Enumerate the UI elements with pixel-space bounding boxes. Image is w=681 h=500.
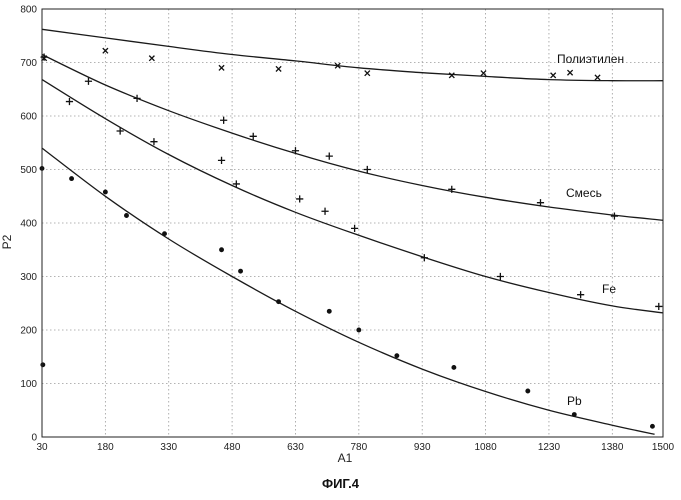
x-tick-label: 1380 xyxy=(601,442,624,453)
y-tick-label: 300 xyxy=(20,272,37,283)
data-point xyxy=(449,73,454,78)
series-labels-layer: Полиэтилен Смесь Fe Pb xyxy=(557,52,624,408)
data-point xyxy=(421,254,428,261)
data-point xyxy=(351,225,358,232)
data-point xyxy=(551,73,556,78)
data-point xyxy=(567,70,572,75)
data-point xyxy=(219,65,224,70)
data-point xyxy=(133,95,140,102)
data-point xyxy=(163,232,167,236)
y-tick-label: 400 xyxy=(20,219,37,230)
x-axis-label: A1 xyxy=(338,451,353,465)
x-tick-label: 780 xyxy=(350,442,367,453)
data-point xyxy=(277,300,281,304)
x-tick-label: 330 xyxy=(160,442,177,453)
data-point xyxy=(595,75,600,80)
y-tick-label: 100 xyxy=(20,379,37,390)
y-tick-label: 800 xyxy=(20,5,37,16)
x-tick-label: 1500 xyxy=(652,442,675,453)
x-tick-label: 930 xyxy=(414,442,431,453)
data-point xyxy=(125,214,129,218)
data-point xyxy=(220,248,224,252)
y-tick-label: 600 xyxy=(20,112,37,123)
x-tick-label: 630 xyxy=(287,442,304,453)
data-point xyxy=(651,425,655,429)
curves-layer xyxy=(42,29,663,434)
data-point xyxy=(150,138,157,145)
data-point xyxy=(276,66,281,71)
points-layer xyxy=(40,48,662,428)
y-tick-label: 500 xyxy=(20,165,37,176)
y-tick-label: 0 xyxy=(31,433,37,444)
data-point xyxy=(220,117,227,124)
data-point xyxy=(70,177,74,181)
y-tick-label: 700 xyxy=(20,58,37,69)
y-axis-label: P2 xyxy=(0,234,14,249)
series-label-fe: Fe xyxy=(602,282,616,296)
data-point xyxy=(526,389,530,393)
data-point xyxy=(497,273,504,280)
xticks-layer: 30 180 330 480 630 780 930 1080 1230 1380 1500 xyxy=(36,442,674,453)
series-label-полиэтилен: Полиэтилен xyxy=(557,52,624,66)
x-tick-label: 30 xyxy=(36,442,48,453)
data-point xyxy=(577,291,584,298)
series-line-pb xyxy=(42,148,655,434)
data-point xyxy=(395,354,399,358)
yticks-layer: 0 100 200 300 400 500 600 700 800 xyxy=(20,5,37,444)
data-point xyxy=(239,269,243,273)
figure-caption: ФИГ.4 xyxy=(0,476,681,491)
data-point xyxy=(452,366,456,370)
data-point xyxy=(103,48,108,53)
data-point xyxy=(655,303,662,310)
series-label-pb: Pb xyxy=(567,394,582,408)
data-point xyxy=(326,153,333,160)
series-label-смесь: Смесь xyxy=(566,186,602,200)
data-point xyxy=(572,413,576,417)
x-tick-label: 180 xyxy=(97,442,114,453)
y-tick-label: 200 xyxy=(20,326,37,337)
data-point xyxy=(296,195,303,202)
data-point xyxy=(327,309,331,313)
data-point xyxy=(218,157,225,164)
data-point xyxy=(365,71,370,76)
data-point xyxy=(357,328,361,332)
x-tick-label: 1080 xyxy=(474,442,497,453)
data-point xyxy=(149,56,154,61)
x-tick-label: 480 xyxy=(224,442,241,453)
data-point xyxy=(104,190,108,194)
data-point xyxy=(611,212,618,219)
x-tick-label: 1230 xyxy=(538,442,561,453)
data-point xyxy=(321,208,328,215)
chart: 30 180 330 480 630 780 930 1080 1230 1380 1500 0 10… xyxy=(0,0,681,470)
